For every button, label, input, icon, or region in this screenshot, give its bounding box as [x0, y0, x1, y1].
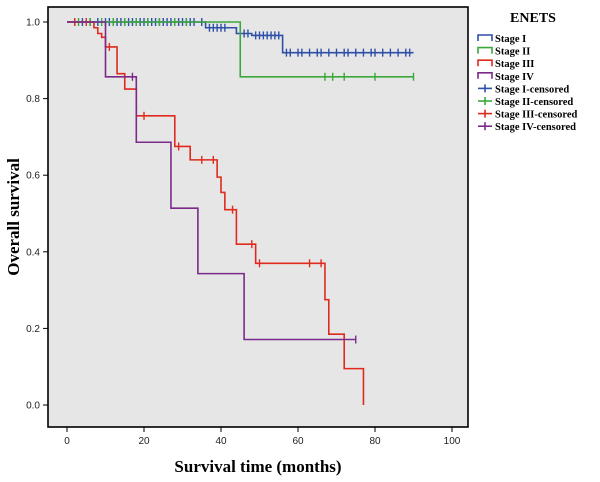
y-tick-label: 0.6	[26, 171, 40, 182]
legend-swatch-line	[477, 72, 493, 79]
legend-label: Stage IV-censored	[495, 122, 576, 133]
legend-entry: Stage IV	[477, 72, 534, 83]
y-tick-label: 0.8	[26, 94, 40, 105]
legend-entry: Stage I-censored	[478, 84, 569, 95]
x-tick-label: 40	[215, 436, 227, 447]
legend-label: Stage IV	[495, 72, 534, 83]
x-tick-label: 100	[444, 436, 461, 447]
x-axis-title: Survival time (months)	[174, 457, 341, 476]
y-axis-title: Overall survival	[4, 158, 23, 276]
legend-label: Stage III	[495, 59, 534, 70]
legend-entry: Stage III-censored	[478, 109, 578, 121]
legend-label: Stage I-censored	[495, 84, 569, 95]
legend-title: ENETS	[510, 11, 556, 26]
series-stage-iv	[67, 21, 357, 344]
legend-entry: Stage I	[477, 34, 526, 45]
axes: 0 20 40 60 80 100 0.0 0.2 0.4 0.6 0.8 1.0 Survival t…	[4, 18, 461, 477]
legend-label: Stage II-censored	[495, 97, 573, 108]
plot-area	[47, 6, 469, 428]
x-tick-label: 80	[369, 436, 381, 447]
plot-background	[47, 6, 469, 428]
survival-curve-stage-iv	[67, 21, 356, 341]
y-tick-label: 1.0	[26, 18, 40, 29]
legend-swatch-line	[477, 59, 493, 67]
x-tick-label: 0	[64, 436, 70, 447]
y-tick-label: 0.4	[26, 247, 40, 258]
y-tick-label: 0.0	[26, 401, 40, 412]
legend-swatch-line	[477, 34, 493, 41]
x-tick-label: 60	[292, 436, 304, 447]
legend-entry: Stage II-censored	[478, 97, 573, 108]
survival-curve-stage-iii	[67, 21, 365, 405]
legend-label: Stage III-censored	[495, 110, 578, 121]
legend-swatch-line	[477, 46, 493, 54]
y-tick-label: 0.2	[26, 324, 40, 335]
series-stage-ii	[67, 18, 415, 81]
x-tick-label: 20	[138, 436, 150, 447]
legend-entry: Stage IV-censored	[478, 122, 576, 133]
legend-entry: Stage III	[477, 59, 534, 70]
survival-curve-stage-ii	[67, 21, 414, 78]
legend-label: Stage II	[495, 47, 530, 58]
legend-label: Stage I	[495, 34, 526, 45]
legend-entry: Stage II	[477, 46, 530, 58]
